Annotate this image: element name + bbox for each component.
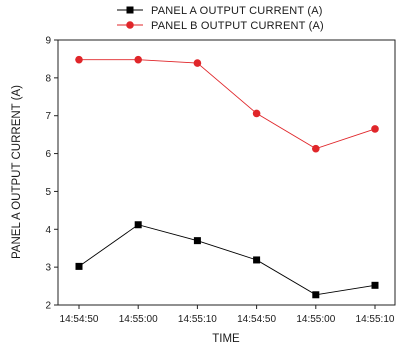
legend-label: PANEL B OUTPUT CURRENT (A)	[151, 20, 324, 32]
data-point-series-1	[134, 221, 142, 229]
y-tick-label: 7	[45, 111, 51, 122]
data-point-series-2	[252, 109, 261, 118]
x-axis: 14:54:50 14:55:00 14:55:10 14:54:50 14:55:00…	[60, 305, 395, 325]
x-tick-label: 14:54:50	[60, 314, 99, 325]
data-point-series-2	[371, 125, 379, 133]
y-tick-label: 3	[45, 263, 51, 274]
legend-marker	[126, 21, 134, 29]
data-point-series-1	[75, 262, 83, 270]
data-point-series-1	[253, 256, 261, 264]
x-tick-label: 14:55:10	[356, 314, 395, 325]
data-point-series-2	[193, 59, 202, 67]
data-point-series-2	[75, 55, 83, 64]
y-tick-label: 9	[45, 36, 51, 47]
data-point-series-2	[134, 55, 142, 64]
y-tick-label: 8	[45, 73, 51, 84]
x-tick-label: 14:55:00	[296, 314, 335, 325]
y-axis: 2 3 4 5 6 7 8 9	[45, 36, 58, 312]
legend: PANEL A OUTPUT CURRENT (A) PANEL B OUTPUT…	[117, 5, 324, 32]
x-tick-label: 14:55:10	[178, 314, 217, 325]
x-axis-title: TIME	[212, 333, 240, 345]
y-tick-label: 6	[45, 149, 51, 160]
data-point-series-2	[312, 144, 320, 153]
legend-label: PANEL A OUTPUT CURRENT (A)	[151, 5, 323, 17]
data-point-series-1	[312, 291, 320, 299]
y-tick-label: 5	[45, 187, 51, 198]
data-point-series-1	[193, 237, 201, 245]
series-lines	[78, 59, 376, 296]
legend-marker	[126, 6, 134, 14]
series-markers	[75, 55, 379, 299]
x-tick-label: 14:55:00	[119, 314, 158, 325]
series-line-2	[79, 59, 376, 150]
y-tick-label: 2	[45, 301, 51, 312]
y-tick-label: 4	[45, 225, 51, 236]
plot-frame	[57, 39, 396, 306]
x-tick-label: 14:54:50	[237, 314, 276, 325]
series-line-1	[78, 224, 376, 296]
y-axis-title: PANEL A OUTPUT CURRENT (A)	[11, 85, 23, 259]
data-point-series-1	[371, 281, 379, 289]
